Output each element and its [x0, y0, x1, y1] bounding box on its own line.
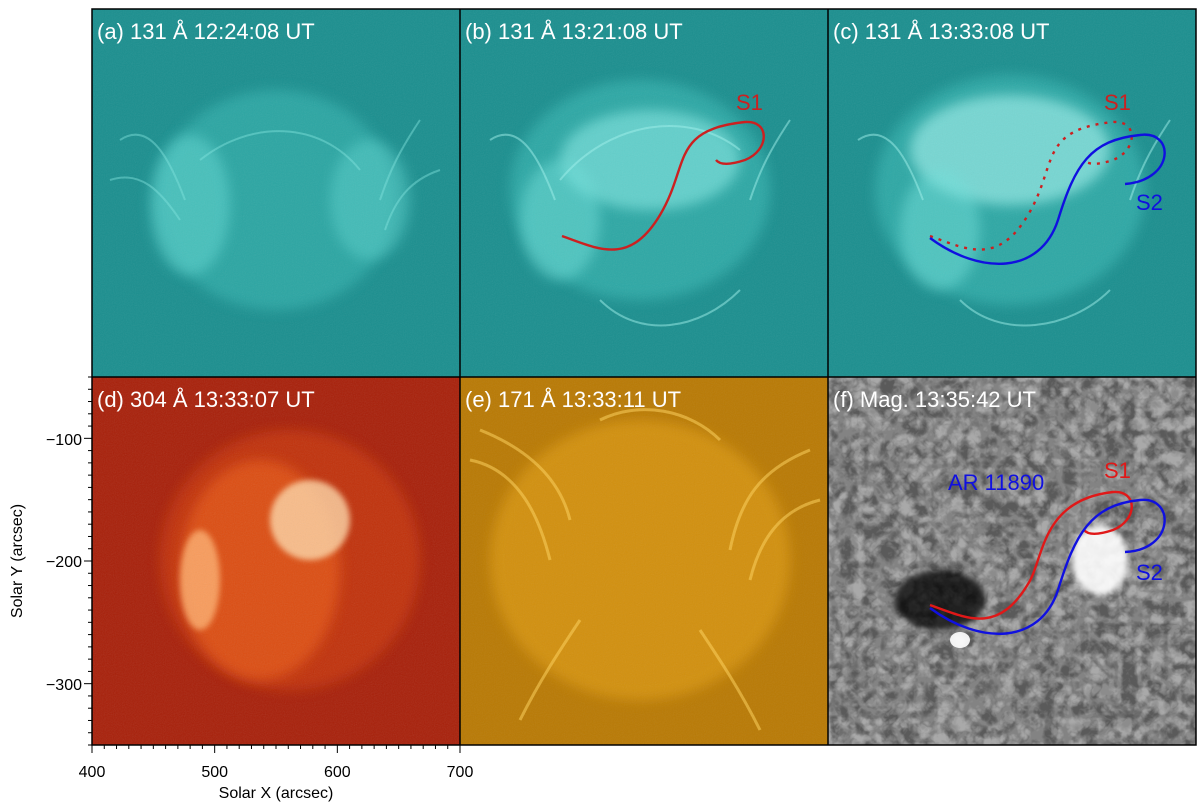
panel-b: S1	[460, 9, 828, 377]
x-tick-label: 500	[201, 764, 228, 781]
panel-e-title: (e) 171 Å 13:33:11 UT	[465, 387, 681, 412]
panel-f: AR 11890 S1 S2	[828, 377, 1196, 745]
s1-curve-b	[561, 120, 765, 251]
y-tick-label: −200	[46, 554, 82, 571]
axis-ticks	[84, 376, 461, 753]
panel-a	[92, 9, 460, 377]
panel-b-title: (b) 131 Å 13:21:08 UT	[465, 19, 683, 44]
x-axis-label: Solar X (arcsec)	[219, 785, 334, 802]
s2-label-f: S2	[1136, 560, 1163, 585]
ar-label: AR 11890	[948, 470, 1044, 495]
s1-curve-f	[929, 490, 1133, 620]
s2-curve-c	[929, 133, 1166, 265]
s1-label-c: S1	[1104, 90, 1131, 115]
y-tick-label: −300	[46, 677, 82, 694]
s2-label-c: S2	[1136, 190, 1163, 215]
panel-c: S1 S2	[828, 9, 1196, 377]
s1-label-b: S1	[736, 90, 763, 115]
panel-c-title: (c) 131 Å 13:33:08 UT	[833, 19, 1049, 44]
panel-d-title: (d) 304 Å 13:33:07 UT	[97, 387, 315, 412]
s1-label-f: S1	[1104, 458, 1131, 483]
x-tick-label: 600	[324, 764, 351, 781]
y-axis-label: Solar Y (arcsec)	[9, 504, 26, 618]
panel-d	[92, 377, 460, 745]
panel-e	[460, 377, 828, 745]
s2-curve-f	[929, 498, 1166, 635]
panel-f-title: (f) Mag. 13:35:42 UT	[833, 387, 1036, 412]
y-tick-label: −100	[46, 432, 82, 449]
x-tick-label: 400	[79, 764, 106, 781]
panel-a-title: (a) 131 Å 12:24:08 UT	[97, 19, 315, 44]
x-tick-label: 700	[447, 764, 474, 781]
